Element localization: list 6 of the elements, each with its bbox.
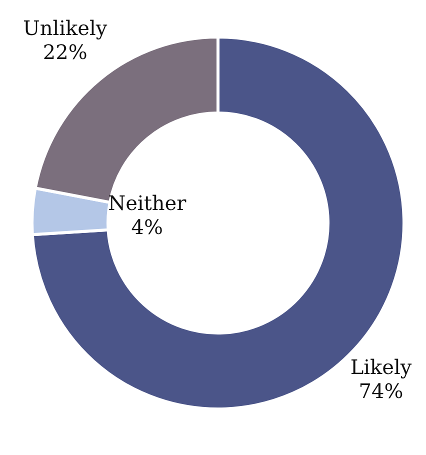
slice-label: Unlikely [23,16,108,40]
data-label: 4% [131,214,163,239]
slice-label: Likely [350,355,412,380]
slice-label: Neither [108,190,187,215]
data-label: 22% [42,40,88,64]
data-label: 74% [358,379,404,404]
